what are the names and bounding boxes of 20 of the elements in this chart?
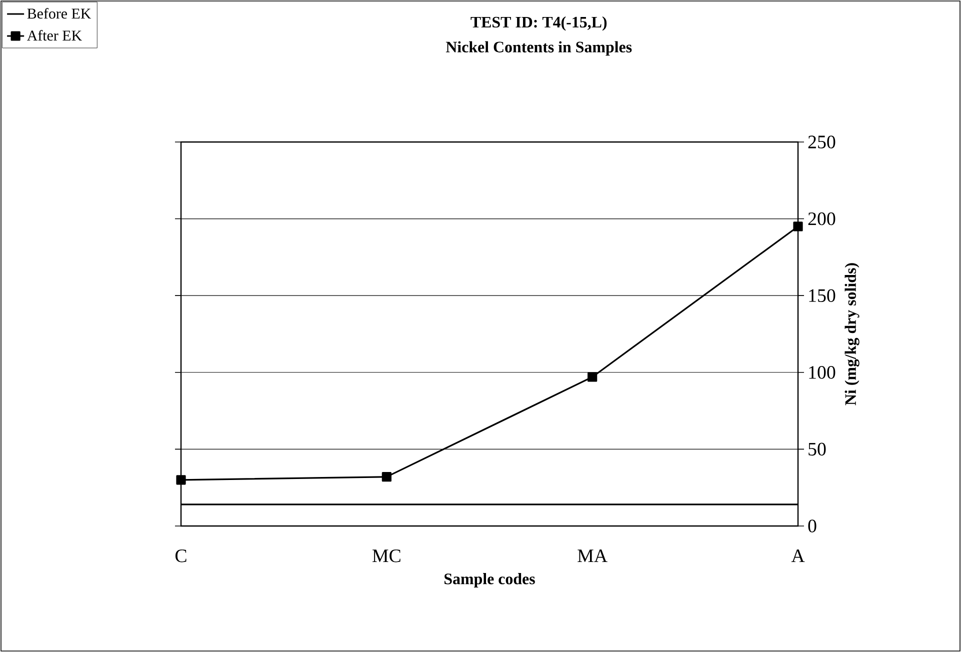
legend-label: Before EK: [27, 8, 92, 19]
point: [382, 472, 392, 482]
y-axis-title: Ni (mg/kg dry solids): [844, 263, 860, 406]
point: [176, 475, 186, 485]
y-tick-label: 100: [809, 366, 836, 379]
y-tick-label: 200: [808, 212, 836, 226]
x-tick-label: A: [791, 550, 805, 562]
y-tick-label: 250: [808, 136, 836, 148]
y-tick-label: 50: [808, 442, 826, 456]
chart-title: TEST ID: T4(-15,L): [470, 16, 607, 31]
point: [793, 222, 803, 232]
x-tick-label: MA: [578, 550, 608, 562]
legend-label: After EK: [27, 30, 82, 41]
y-tick-label: 0: [808, 520, 816, 532]
point: [588, 372, 598, 382]
x-axis-title: Sample codes: [444, 573, 535, 588]
x-tick-label: MC: [372, 550, 400, 562]
x-tick-label: C: [175, 550, 186, 562]
chart-subtitle: Nickel Contents in Samples: [446, 41, 632, 56]
y-tick-label: 150: [809, 289, 836, 302]
